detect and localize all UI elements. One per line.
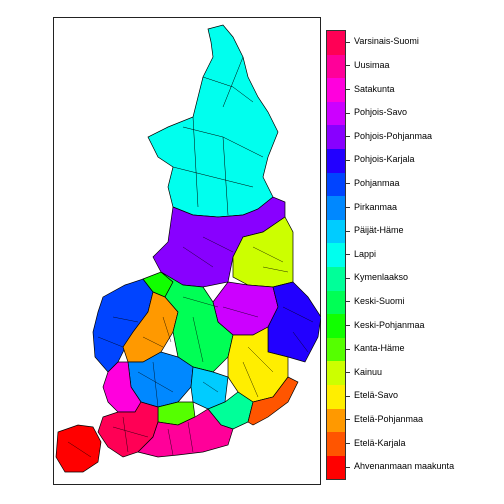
legend-swatch bbox=[327, 243, 345, 267]
legend-tick bbox=[346, 89, 350, 90]
legend-swatch bbox=[327, 455, 345, 480]
region-uusimaa bbox=[137, 408, 234, 458]
legend-tick bbox=[346, 230, 350, 232]
legend-tick bbox=[346, 466, 350, 468]
legend-label: Ahvenanmaan maakunta bbox=[354, 461, 455, 472]
legend-tick bbox=[346, 136, 350, 138]
legend-label: Etelä-Savo bbox=[354, 390, 399, 401]
legend-label: Pohjois-Savo bbox=[354, 107, 408, 118]
legend-tick bbox=[346, 65, 350, 67]
legend-label: Varsinais-Suomi bbox=[354, 36, 419, 47]
legend-label: Kymenlaakso bbox=[354, 272, 409, 283]
region-etela-karjala bbox=[247, 376, 299, 426]
legend-tick bbox=[346, 207, 350, 208]
legend-label: Uusimaa bbox=[354, 59, 390, 70]
region-lappi bbox=[147, 24, 279, 218]
legend-swatch bbox=[327, 432, 345, 456]
legend-tick bbox=[346, 419, 350, 421]
legend-label: Satakunta bbox=[354, 83, 395, 94]
legend-swatch bbox=[327, 101, 345, 126]
legend-swatch bbox=[327, 361, 345, 385]
legend-swatch bbox=[327, 172, 345, 197]
legend-label: Etelä-Pohjanmaa bbox=[354, 413, 424, 424]
legend-swatch bbox=[327, 267, 345, 291]
legend-swatch bbox=[327, 337, 345, 362]
legend-swatch bbox=[327, 408, 345, 433]
legend-tick bbox=[346, 183, 350, 185]
legend-label: Pirkanmaa bbox=[354, 201, 398, 212]
legend-swatch bbox=[327, 54, 345, 79]
legend-tick bbox=[346, 443, 350, 444]
legend-label: Keski-Pohjanmaa bbox=[354, 319, 425, 330]
legend-tick bbox=[346, 372, 350, 374]
legend-label: Kanta-Häme bbox=[354, 343, 405, 354]
legend-swatch bbox=[327, 78, 345, 102]
legend-swatch bbox=[327, 149, 345, 173]
legend-label: Päijät-Häme bbox=[354, 225, 404, 236]
legend-swatch bbox=[327, 196, 345, 220]
legend-color-bar bbox=[326, 30, 346, 481]
legend-swatch bbox=[327, 219, 345, 244]
legend-tick bbox=[346, 254, 350, 256]
legend-label: Etelä-Karjala bbox=[354, 437, 406, 448]
legend-label: Kainuu bbox=[354, 366, 383, 377]
legend-tick bbox=[346, 395, 350, 397]
region-ahvenanmaa bbox=[55, 424, 102, 473]
legend-tick bbox=[346, 277, 350, 279]
legend-label: Pohjois-Pohjanmaa bbox=[354, 130, 433, 141]
legend-label: Keski-Suomi bbox=[354, 295, 405, 306]
legend-swatch bbox=[327, 314, 345, 338]
legend-swatch bbox=[327, 290, 345, 315]
legend-swatch bbox=[327, 31, 345, 55]
legend-tick bbox=[346, 112, 350, 114]
legend-swatch bbox=[327, 385, 345, 409]
legend-swatch bbox=[327, 125, 345, 149]
legend-label: Lappi bbox=[354, 248, 377, 259]
legend-tick bbox=[346, 41, 350, 43]
legend-tick bbox=[346, 348, 350, 350]
legend-label: Pohjois-Karjala bbox=[354, 154, 415, 165]
legend-tick bbox=[346, 301, 350, 303]
legend-label: Pohjanmaa bbox=[354, 177, 400, 188]
finland-map bbox=[55, 24, 321, 473]
legend-tick bbox=[346, 325, 350, 326]
legend-tick bbox=[346, 159, 350, 161]
region-pohjois-karjala bbox=[267, 281, 321, 363]
